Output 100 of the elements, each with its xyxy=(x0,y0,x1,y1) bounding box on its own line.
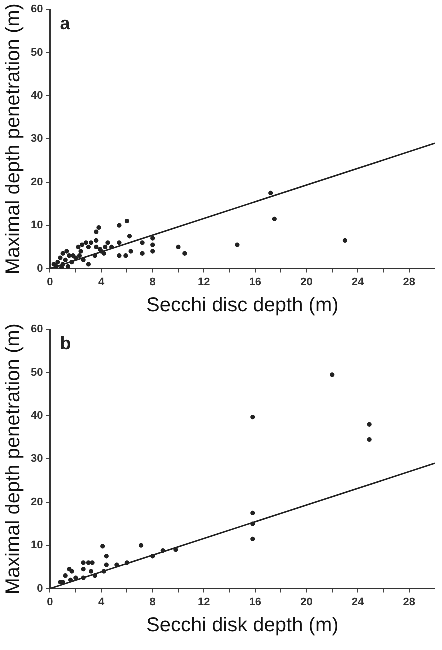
point xyxy=(92,574,98,578)
point xyxy=(128,249,134,254)
x-tick-label: 24 xyxy=(352,596,366,608)
y-tick-label: 10 xyxy=(30,220,44,232)
y-tick-label: 0 xyxy=(37,262,44,275)
y-tick-label: 0 xyxy=(37,582,44,595)
point xyxy=(63,574,68,578)
point xyxy=(174,548,178,552)
point xyxy=(56,260,60,265)
point xyxy=(138,543,144,548)
point xyxy=(140,240,145,246)
point xyxy=(70,260,74,265)
point xyxy=(66,264,70,269)
point xyxy=(367,422,372,427)
point xyxy=(86,262,92,267)
point xyxy=(104,562,109,568)
point xyxy=(150,249,156,254)
point xyxy=(86,244,92,250)
point xyxy=(81,560,86,566)
point xyxy=(124,560,130,566)
x-tick-label: 20 xyxy=(300,276,313,288)
point xyxy=(100,544,106,549)
x-axis-title: Secchi disc depth (m) xyxy=(146,294,339,317)
point xyxy=(235,242,240,248)
point xyxy=(124,218,130,224)
point xyxy=(71,254,76,258)
point xyxy=(52,262,56,267)
y-tick-label: 60 xyxy=(30,4,44,16)
point xyxy=(58,256,63,260)
x-tick-label: 28 xyxy=(403,596,416,608)
point xyxy=(160,548,166,554)
point xyxy=(250,536,256,542)
point xyxy=(140,251,145,256)
point xyxy=(272,216,277,222)
point xyxy=(106,240,110,246)
point xyxy=(78,249,84,254)
point xyxy=(110,244,114,250)
point xyxy=(88,569,94,574)
point xyxy=(94,230,99,234)
point xyxy=(67,254,72,258)
point xyxy=(127,234,132,239)
x-axis-title: Secchi disk depth (m) xyxy=(146,614,339,637)
y-tick-label: 60 xyxy=(30,324,44,336)
y-tick-label: 30 xyxy=(30,133,44,146)
y-tick-label: 40 xyxy=(30,410,44,422)
x-tick-label: 0 xyxy=(47,596,54,608)
point xyxy=(342,238,348,244)
point xyxy=(70,569,74,574)
point xyxy=(90,560,95,566)
point xyxy=(330,372,335,378)
point xyxy=(176,244,181,250)
x-tick-label: 0 xyxy=(47,276,54,288)
point xyxy=(250,522,256,526)
x-tick-label: 20 xyxy=(300,596,313,608)
point xyxy=(117,254,122,258)
point xyxy=(88,240,94,246)
point xyxy=(103,244,108,250)
point xyxy=(80,242,85,248)
x-tick-label: 28 xyxy=(403,276,416,288)
point xyxy=(102,569,106,574)
point xyxy=(250,510,256,516)
x-tick-label: 12 xyxy=(198,276,210,288)
y-axis-title: Maximal depth penetration (m) xyxy=(2,324,25,595)
point xyxy=(117,223,122,228)
point xyxy=(102,251,106,256)
x-tick-label: 4 xyxy=(98,596,106,608)
y-tick-label: 40 xyxy=(30,90,44,102)
x-tick-label: 24 xyxy=(352,276,366,288)
y-tick-label: 20 xyxy=(30,176,44,188)
x-tick-label: 12 xyxy=(198,596,210,608)
point xyxy=(74,576,78,580)
point xyxy=(150,236,156,241)
point xyxy=(114,562,120,568)
chart-title: b xyxy=(60,334,72,354)
chart-title: a xyxy=(60,14,72,34)
point xyxy=(84,240,88,246)
point xyxy=(124,254,128,258)
point xyxy=(104,554,109,559)
point xyxy=(63,258,68,262)
y-tick-label: 10 xyxy=(30,540,44,552)
point xyxy=(60,251,66,256)
point xyxy=(182,251,188,256)
y-tick-label: 30 xyxy=(30,453,44,466)
point xyxy=(92,254,98,258)
y-axis-title: Maximal depth penetration (m) xyxy=(2,4,25,275)
x-tick-label: 4 xyxy=(98,276,106,288)
point xyxy=(76,244,81,250)
point xyxy=(81,567,86,572)
y-tick-label: 20 xyxy=(30,496,44,508)
point xyxy=(81,258,86,262)
point xyxy=(96,225,102,230)
point xyxy=(117,240,122,246)
point xyxy=(68,578,74,582)
x-tick-label: 16 xyxy=(249,596,262,608)
point xyxy=(367,437,372,442)
point xyxy=(86,560,92,566)
point xyxy=(81,576,86,580)
point xyxy=(150,554,156,559)
point xyxy=(250,414,256,420)
x-tick-label: 16 xyxy=(249,276,262,288)
